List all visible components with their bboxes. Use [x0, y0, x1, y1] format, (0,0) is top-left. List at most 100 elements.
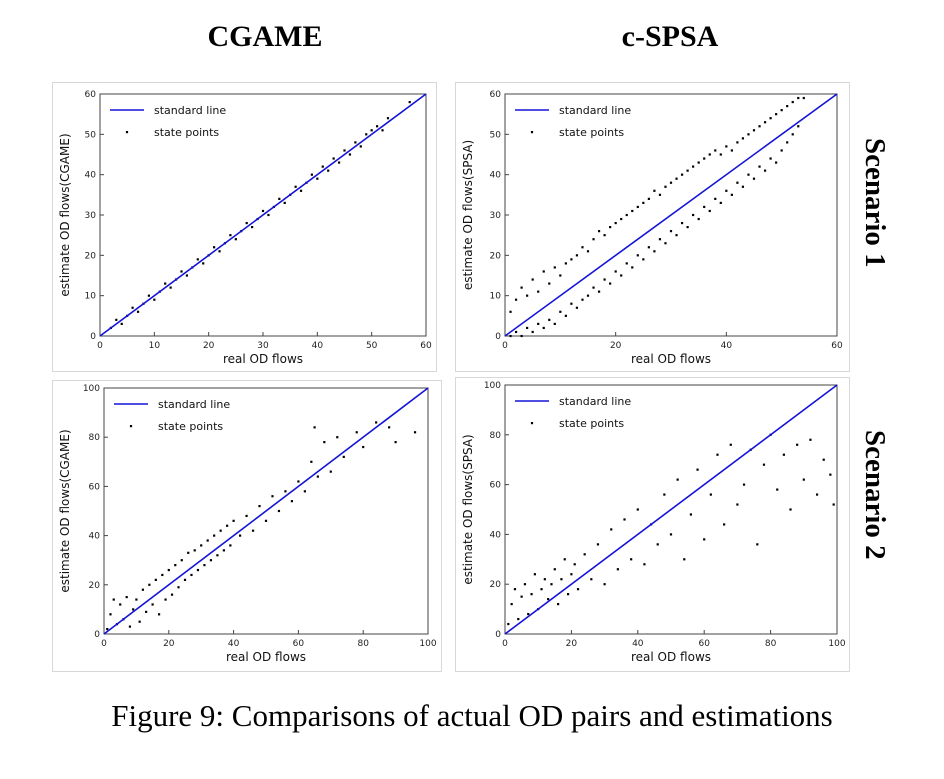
state-point [597, 290, 601, 293]
state-point [203, 564, 206, 567]
panel-border [52, 380, 442, 672]
state-point [141, 588, 144, 591]
x-tick-label: 20 [610, 341, 622, 351]
state-point [576, 588, 580, 591]
state-point [560, 578, 563, 581]
state-point [575, 306, 579, 309]
state-point [553, 322, 556, 325]
state-point [112, 598, 115, 601]
state-point [238, 534, 242, 537]
state-point [375, 421, 378, 424]
row-title-scenario-1: Scenario 1 [859, 138, 891, 268]
state-point [229, 544, 232, 547]
state-point [736, 181, 739, 184]
state-point [559, 274, 562, 277]
state-point [664, 242, 667, 245]
x-tick-label: 50 [366, 341, 378, 351]
state-point [692, 165, 695, 168]
y-tick-label: 60 [85, 90, 97, 100]
state-point [297, 480, 300, 483]
state-point [763, 169, 767, 172]
state-point [780, 109, 783, 112]
state-point [609, 282, 612, 285]
standard-line [504, 384, 838, 635]
x-tick-label: 0 [502, 639, 508, 649]
state-point [513, 588, 517, 591]
state-point [531, 330, 534, 334]
state-point [370, 129, 373, 132]
state-point [658, 238, 662, 241]
state-point [782, 453, 785, 456]
state-point [543, 578, 546, 581]
state-point [752, 177, 756, 180]
state-point [553, 266, 556, 269]
state-point [218, 250, 221, 253]
state-point [616, 568, 619, 571]
state-point [200, 544, 203, 547]
state-point [769, 117, 772, 120]
state-point [775, 113, 778, 116]
legend-label-standard-line: standard line [154, 104, 226, 117]
state-point [683, 558, 686, 561]
state-point [815, 493, 819, 496]
state-point [636, 508, 639, 511]
panel-border [52, 82, 437, 372]
state-point [190, 573, 193, 577]
state-point [509, 310, 512, 313]
state-point [267, 213, 270, 217]
state-point [809, 438, 812, 441]
state-point [603, 583, 606, 586]
x-axis-label: real OD flows [223, 352, 303, 366]
state-point [526, 294, 529, 297]
state-point [323, 441, 326, 444]
state-point [209, 559, 213, 562]
state-point [647, 197, 650, 200]
state-point [697, 161, 700, 164]
state-point [642, 258, 645, 261]
state-point [408, 100, 411, 104]
state-point [517, 617, 520, 621]
state-point [669, 230, 673, 233]
state-point [592, 286, 595, 289]
state-point [148, 583, 151, 586]
state-point [603, 234, 606, 237]
state-point [381, 129, 384, 132]
chart-panel-scenario2-cgame: 0 20 40 60 80 100 0 20 40 60 80 100 real OD flows est… [52, 380, 442, 672]
y-tick-label: 10 [490, 292, 502, 302]
state-point [332, 157, 335, 160]
y-tick-label: 60 [490, 90, 502, 100]
state-point [570, 302, 573, 305]
state-point [507, 622, 510, 626]
state-point [557, 603, 560, 606]
state-point [180, 559, 183, 562]
state-point [697, 217, 700, 221]
state-point [708, 209, 711, 213]
state-point [586, 250, 590, 253]
figure-caption: Figure 9: Comparisons of actual OD pairs… [111, 698, 833, 733]
state-point [187, 551, 190, 554]
state-point [329, 470, 332, 473]
state-point [527, 612, 530, 616]
state-point [180, 270, 183, 273]
x-tick-label: 30 [257, 341, 269, 351]
legend-point-swatch [530, 422, 534, 425]
state-point [581, 298, 584, 301]
state-point [514, 330, 518, 334]
state-point [164, 598, 167, 601]
state-point [222, 549, 225, 552]
state-point [177, 586, 180, 589]
state-point [756, 543, 759, 546]
legend-point-swatch [530, 131, 534, 134]
y-tick-label: 100 [484, 381, 501, 391]
state-point [802, 478, 805, 481]
state-point [294, 185, 297, 188]
x-tick-label: 40 [228, 639, 240, 649]
state-point [540, 588, 543, 591]
state-point [264, 519, 268, 522]
state-point [359, 145, 362, 148]
x-tick-label: 20 [163, 639, 175, 649]
state-point [675, 234, 678, 237]
column-title-cspsa: c-SPSA [621, 20, 719, 53]
state-point [245, 514, 248, 518]
state-point [658, 193, 662, 196]
